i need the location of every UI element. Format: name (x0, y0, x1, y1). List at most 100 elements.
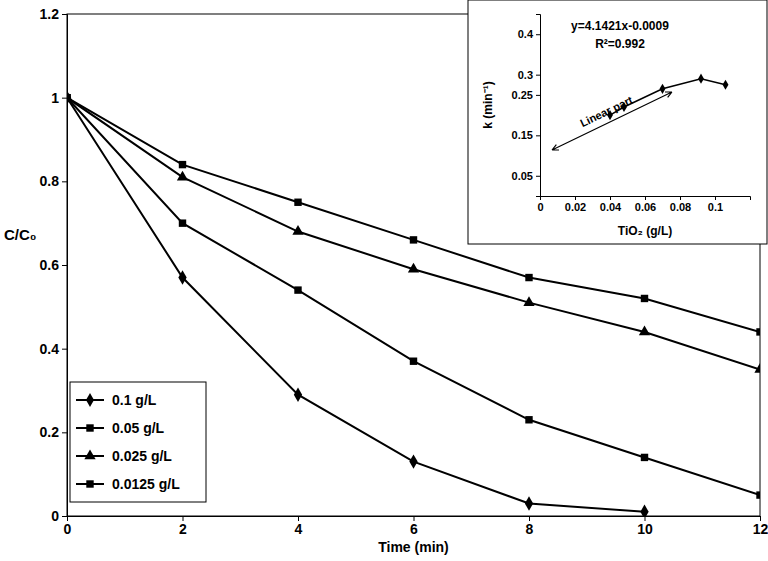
tick-mark (715, 196, 716, 200)
tick-label: 0.8 (40, 173, 60, 189)
legend-entry: 0.025 g/L (76, 448, 172, 464)
tick-label: 6 (410, 521, 418, 537)
tick-mark (645, 196, 646, 200)
tick-label: 0 (51, 508, 59, 524)
inset-x-axis: 0 0.02 0.04 0.06 0.08 0.1 (537, 196, 750, 213)
marker (639, 325, 650, 335)
tick-label: 4 (295, 521, 303, 537)
marker (178, 270, 186, 284)
marker (408, 263, 419, 273)
tick: 8 (526, 516, 534, 537)
inset: 0 0.02 0.04 0.06 0.08 0.1 0.05 0.15 0.25 0.3 0.4 Ti… (468, 0, 767, 244)
tick-label: 2 (179, 521, 187, 537)
inset-marker (698, 74, 704, 84)
legend-label: 0.05 g/L (112, 420, 165, 436)
legend-box (70, 382, 206, 502)
y-axis: 00.20.40.60.811.2 (40, 6, 68, 524)
annotation: Linear part (578, 93, 635, 129)
tick: 0 (51, 508, 67, 524)
marker (67, 94, 71, 101)
tick: 4 (295, 516, 303, 537)
x-axis-title: Time (min) (378, 539, 449, 555)
marker (410, 358, 417, 365)
tick-mark (62, 14, 67, 15)
marker (410, 236, 417, 243)
marker (292, 225, 303, 235)
marker (67, 94, 71, 101)
tick: 0.4 (40, 341, 67, 357)
marker (294, 286, 301, 293)
tick: 0.05 (512, 170, 540, 182)
tick: 0 (64, 516, 72, 537)
tick-label: 0.06 (635, 201, 656, 213)
tick-mark (62, 265, 67, 266)
marker (756, 328, 760, 335)
tick: 6 (410, 516, 418, 537)
legend-label: 0.0125 g/L (112, 476, 180, 492)
tick-mark (680, 196, 681, 200)
tick-mark (62, 432, 67, 433)
annotation: R²=0.992 (595, 37, 645, 51)
annotation: y=4.1421x-0.0009 (571, 19, 669, 33)
tick: 10 (637, 516, 653, 537)
tick-label: 0.1 (708, 201, 723, 213)
tick-label: 0.05 (512, 170, 533, 182)
legend-marker (84, 449, 95, 459)
tick-label: 8 (526, 521, 534, 537)
inset-y-axis: 0.05 0.15 0.25 0.3 0.4 (512, 15, 541, 197)
marker (179, 219, 186, 226)
tick-label: 0.04 (600, 201, 622, 213)
tick: 0.04 (600, 196, 622, 213)
annotation-arrow (552, 92, 672, 150)
marker (754, 363, 760, 373)
tick: 0.4 (518, 28, 540, 40)
tick-label: 0.08 (670, 201, 691, 213)
legend-marker (86, 393, 94, 407)
marker (409, 454, 417, 468)
tick-mark (62, 349, 67, 350)
marker (641, 454, 648, 461)
tick-label: 0.2 (40, 424, 60, 440)
tick-label: 0.4 (40, 341, 60, 357)
tick-label: 1.2 (40, 6, 60, 22)
tick: 0.8 (40, 173, 67, 189)
tick: 0.2 (40, 424, 67, 440)
tick-label: 0.3 (518, 69, 533, 81)
legend-label: 0.025 g/L (112, 448, 172, 464)
tick-mark (536, 176, 540, 177)
tick: 0.08 (670, 196, 691, 213)
tick: 0.25 (512, 89, 540, 101)
tick-label: 12 (753, 521, 768, 537)
inset-frame (468, 0, 767, 244)
legend-label: 0.1 g/L (112, 392, 157, 408)
inset-x-title: TiO₂ (g/L) (618, 224, 672, 238)
tick-label: 10 (637, 521, 653, 537)
tick-mark (536, 135, 540, 136)
tick: 0 (537, 196, 543, 213)
marker (179, 161, 186, 168)
tick-label: 0.02 (565, 201, 586, 213)
tick-mark (536, 75, 540, 76)
legend: 0.1 g/L 0.05 g/L 0.025 g/L 0.0125 g/L (70, 382, 206, 502)
tick: 1.2 (40, 6, 67, 22)
marker (641, 295, 648, 302)
tick: 0.6 (40, 257, 67, 273)
inset-marker (723, 80, 729, 90)
marker (294, 387, 302, 401)
y-axis-title: C/C₀ (4, 226, 37, 243)
legend-marker (86, 480, 93, 487)
marker (525, 496, 533, 510)
tick-label: 0 (64, 521, 72, 537)
tick-mark (62, 98, 67, 99)
inset-marker (660, 84, 666, 94)
axis-line (62, 15, 68, 517)
legend-entry: 0.1 g/L (76, 392, 157, 408)
tick-mark (536, 34, 540, 35)
tick: 12 (753, 516, 768, 537)
marker (294, 199, 301, 206)
marker (525, 416, 532, 423)
tick-label: 0.15 (512, 129, 533, 141)
marker (177, 171, 188, 181)
axis-line (541, 197, 751, 201)
tick-mark (62, 181, 67, 182)
